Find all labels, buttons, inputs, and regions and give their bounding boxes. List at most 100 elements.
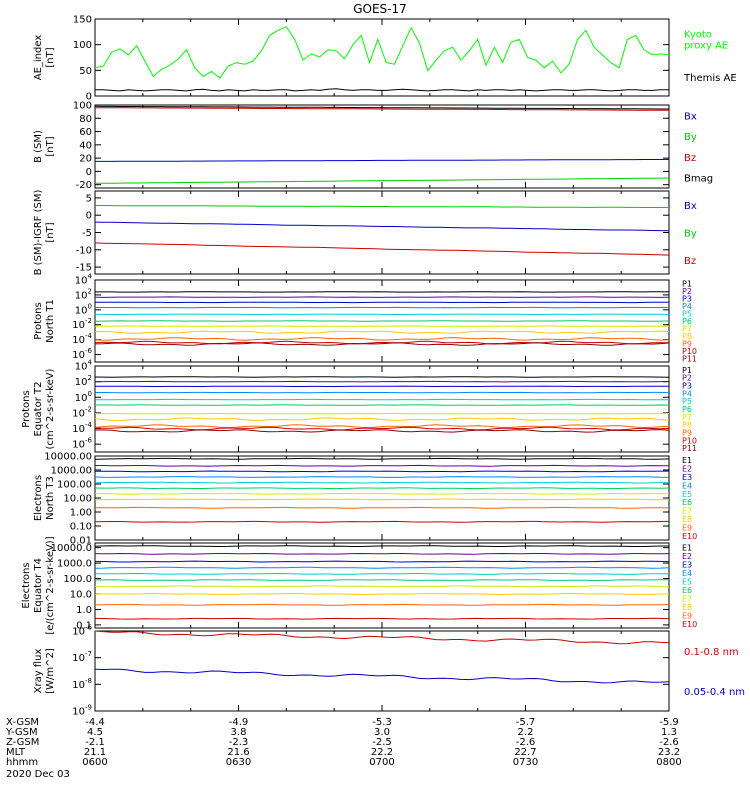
y-tick-label: 1.00	[70, 508, 92, 519]
footer-value: 21.1	[84, 747, 106, 758]
panel-3: -15 -10 -5 0 5 B (SM)-IGRF (SM) [nT] Bx By Bz	[33, 190, 697, 276]
series-line-e1	[94, 457, 670, 460]
footer-value: 0600	[82, 757, 107, 768]
footer-value: -2.6	[516, 737, 536, 748]
legend-0-1-0-8-nm: 0.1-0.8 nm	[684, 647, 739, 658]
legend-p8: P8	[682, 332, 692, 341]
y-tick-label: 150	[73, 15, 92, 26]
series-line-e6	[94, 579, 669, 582]
footer-row-label: hhmm	[6, 757, 38, 768]
y-tick-label: 104	[75, 359, 93, 373]
series-line-by	[95, 205, 670, 209]
footer-value: -2.1	[85, 737, 105, 748]
legend-kyoto-proxy-ae: Kyoto	[684, 29, 712, 40]
y-tick-label: 20	[79, 154, 92, 165]
y-tick-label: 10-9	[72, 704, 92, 718]
legend-kyoto-proxy-ae: proxy AE	[684, 40, 728, 51]
series-line-e5	[95, 572, 670, 575]
legend-e9: E9	[682, 611, 692, 620]
y-tick-label: 100	[75, 390, 92, 404]
footer-value: -5.7	[516, 717, 536, 728]
series-line-p8	[94, 417, 670, 421]
footer-value: 4.5	[87, 727, 103, 738]
y-tick-label: -15	[76, 263, 92, 274]
legend-e10: E10	[682, 620, 697, 629]
y-axis-label: [nT]	[45, 47, 56, 67]
legend-p4: P4	[682, 302, 692, 311]
panel-frame	[94, 18, 670, 97]
panel-frame	[94, 630, 670, 712]
y-tick-label: -10	[76, 245, 92, 256]
legend-p2: P2	[682, 374, 692, 383]
panel-7: 10000.0 1000.0 100.0 10.0 1.0 0.1 Electrons Equ…	[21, 536, 697, 634]
series-line-e3	[95, 470, 669, 473]
panel-frame	[94, 455, 670, 541]
footer-value: 3.8	[231, 727, 247, 738]
y-tick-label: 10-8	[72, 677, 92, 691]
series-line-e4	[94, 476, 670, 478]
y-tick-label: 10-6	[72, 437, 92, 451]
y-tick-label: 100.0	[63, 574, 92, 585]
series-line-p1	[94, 376, 670, 378]
legend-p9: P9	[682, 339, 692, 348]
legend-p10: P10	[682, 436, 697, 445]
y-tick-label: 10-2	[72, 405, 92, 419]
legend-bmag: Bmag	[684, 174, 713, 185]
footer-value: -2.6	[659, 737, 679, 748]
y-tick-label: 10-6	[72, 624, 92, 638]
y-tick-label: 0	[86, 167, 92, 178]
y-tick-label: 10-4	[72, 332, 92, 346]
series-line-by	[95, 177, 670, 184]
y-axis-label: B (SM)	[33, 130, 44, 163]
y-tick-label: 0	[86, 92, 92, 103]
series-line-e8	[95, 498, 670, 501]
legend-p8: P8	[682, 421, 692, 430]
series-line-0-1-0-8-nm	[94, 630, 670, 645]
legend-p2: P2	[682, 287, 692, 296]
legend-e5: E5	[682, 577, 692, 586]
series-line-e7	[94, 585, 670, 588]
legend-e3: E3	[682, 560, 692, 569]
series-line-p8	[94, 330, 670, 334]
y-tick-label: 60	[79, 127, 92, 138]
y-axis-label: Electrons	[33, 475, 44, 521]
y-tick-label: -5	[82, 228, 92, 239]
y-tick-label: 102	[75, 374, 92, 388]
series-line-p11	[94, 342, 670, 346]
panel-frame	[94, 365, 670, 453]
footer-value: 22.2	[371, 747, 393, 758]
series-line-p2	[94, 380, 669, 383]
legend-p1: P1	[682, 280, 692, 289]
legend-p7: P7	[682, 413, 692, 422]
y-tick-label: -20	[76, 180, 92, 191]
legend-p9: P9	[682, 428, 692, 437]
legend-0-05-0-4-nm: 0.05-0.4 nm	[684, 687, 745, 698]
legend-by: By	[684, 229, 697, 240]
y-tick-label: 0.1	[76, 620, 92, 631]
series-line-p9	[94, 337, 670, 341]
y-tick-label: 104	[75, 273, 93, 287]
legend-p4: P4	[682, 389, 692, 398]
legend-e5: E5	[682, 490, 692, 499]
series-line-e2	[94, 552, 670, 555]
legend-themis-ae: Themis AE	[683, 73, 737, 84]
y-axis-label: Xray flux	[33, 649, 44, 694]
y-axis-label: North T1	[45, 299, 56, 343]
series-line-e5	[94, 481, 669, 484]
legend-e4: E4	[682, 569, 692, 578]
y-tick-label: 10.0	[70, 590, 92, 601]
y-axis-label: Protons	[33, 302, 44, 339]
footer-value: 0700	[369, 757, 394, 768]
y-axis-label: [e/(cm^2-s-sr-keV)]	[45, 536, 56, 634]
y-tick-label: 1000.0	[57, 559, 92, 570]
footer-value: -5.9	[659, 717, 679, 728]
y-tick-label: 50	[79, 66, 92, 77]
legend-e2: E2	[682, 465, 692, 474]
footer-value: 21.6	[227, 747, 249, 758]
legend-e9: E9	[682, 523, 692, 532]
